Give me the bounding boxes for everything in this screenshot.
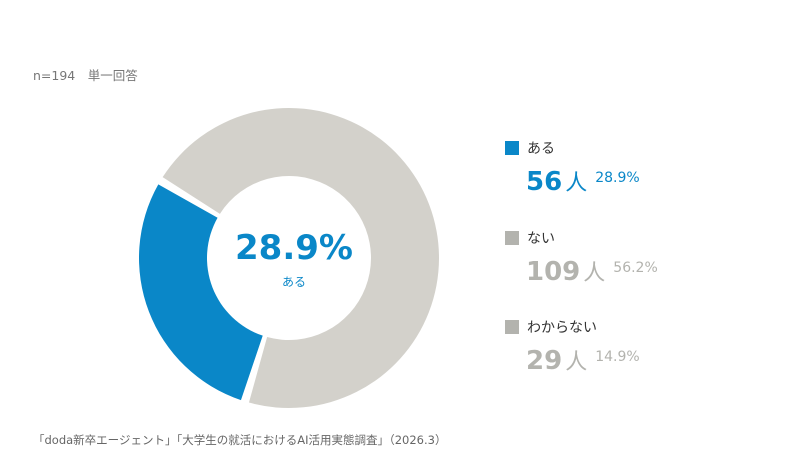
legend-unit: 人 — [583, 261, 606, 286]
legend-percent: 14.9% — [595, 349, 640, 365]
slice-nai-wakaranai — [162, 108, 439, 409]
center-label: ある — [282, 275, 306, 289]
center-percent: 28.9% — [235, 228, 353, 268]
source-footnote: 「doda新卒エージェント」「大学生の就活におけるAI活用実態調査」（2026.… — [33, 433, 447, 447]
legend-label: ない — [527, 231, 555, 247]
legend-label: わからない — [527, 320, 597, 336]
legend-count: 56 — [526, 167, 563, 197]
legend-swatch — [505, 141, 519, 155]
legend-unit: 人 — [565, 171, 588, 196]
donut-slices — [139, 108, 439, 409]
sample-note: n=194 単一回答 — [33, 68, 138, 83]
legend-count: 109 — [526, 257, 581, 287]
legend-count: 29 — [526, 346, 563, 376]
legend-item-aru: ある 56 人 28.9% — [505, 139, 640, 202]
legend-item-wakaranai: わからない 29 人 14.9% — [505, 318, 640, 381]
legend-item-nai: ない 109 人 56.2% — [505, 229, 658, 292]
legend-percent: 56.2% — [613, 260, 658, 276]
legend-label: ある — [527, 141, 555, 157]
slice-aru — [139, 184, 263, 401]
legend-swatch — [505, 320, 519, 334]
legend-unit: 人 — [565, 350, 588, 375]
legend-percent: 28.9% — [595, 170, 640, 186]
legend-swatch — [505, 231, 519, 245]
